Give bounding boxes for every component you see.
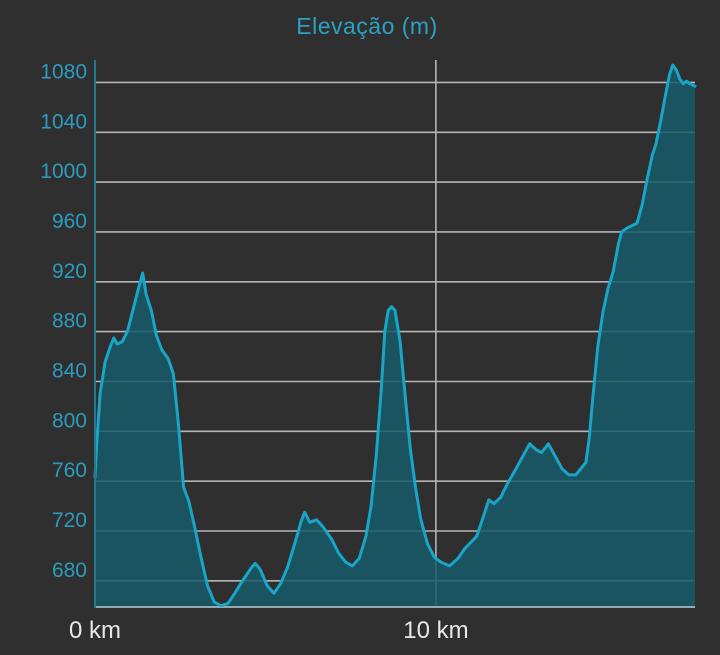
y-tick-label: 920 — [52, 260, 87, 283]
y-tick-label: 800 — [52, 409, 87, 432]
y-tick-label: 760 — [52, 459, 87, 482]
y-tick-label: 1000 — [40, 160, 87, 183]
x-tick-label: 0 km — [69, 617, 121, 644]
y-tick-label: 880 — [52, 310, 87, 333]
elevation-line — [93, 63, 697, 608]
y-tick-label: 840 — [52, 360, 87, 383]
y-tick-label: 960 — [52, 210, 87, 233]
y-tick-label: 680 — [52, 559, 87, 582]
x-tick-label: 10 km — [403, 617, 468, 644]
elevation-area — [95, 65, 695, 607]
chart-title: Elevação (m) — [296, 13, 438, 39]
y-tick-label: 1040 — [40, 110, 87, 133]
y-tick-label: 1080 — [40, 60, 87, 83]
y-tick-label: 720 — [52, 509, 87, 532]
